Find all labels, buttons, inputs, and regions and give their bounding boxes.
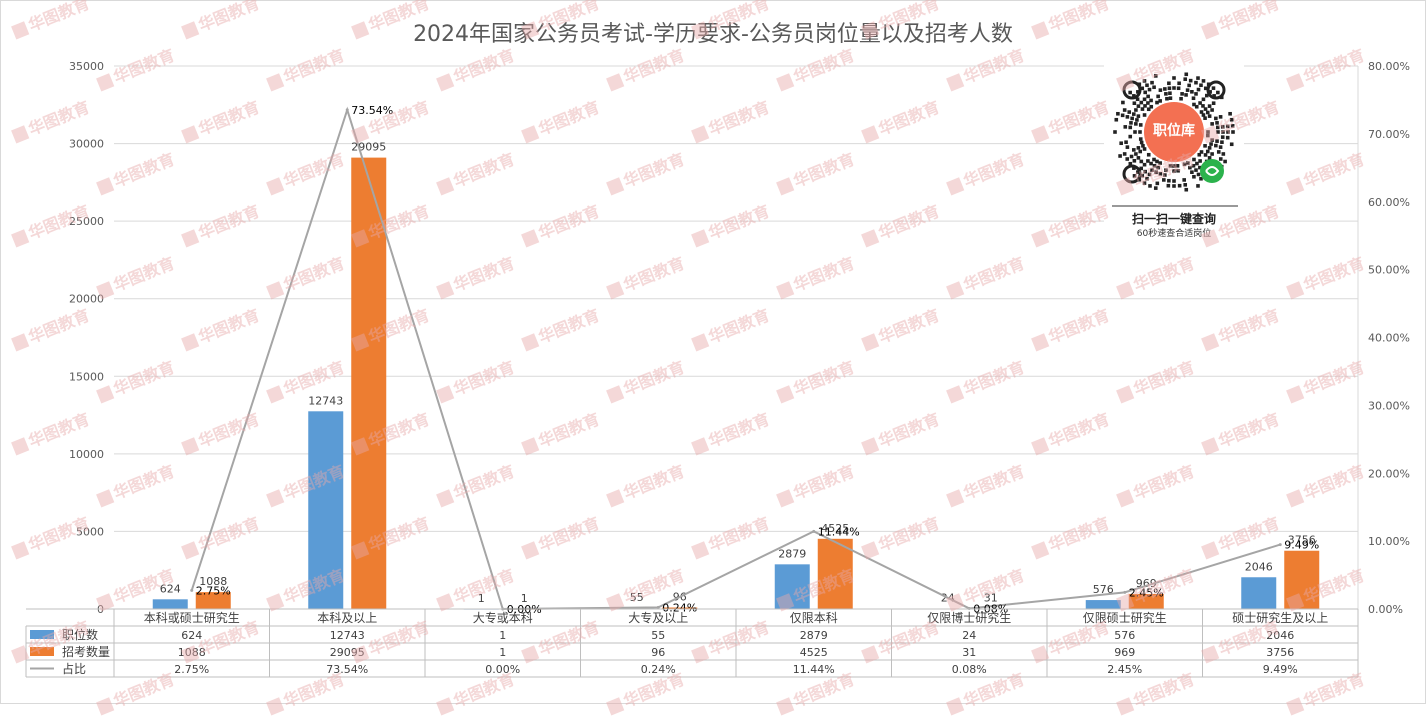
- category-tick-label: 大专或本科: [473, 610, 533, 625]
- y-right-tick-label: 20.00%: [1368, 467, 1410, 480]
- qr-badge-label: 职位库: [1153, 122, 1195, 138]
- y-left-tick-label: 5000: [76, 525, 104, 538]
- bar-positions: [1085, 600, 1121, 609]
- legend-key-swatch: [30, 647, 54, 656]
- y-right-tick-label: 50.00%: [1368, 264, 1410, 277]
- y-right-tick-label: 40.00%: [1368, 332, 1410, 345]
- y-left-tick-label: 30000: [69, 138, 104, 151]
- bar-data-label: 1: [521, 592, 528, 605]
- y-right-tick-label: 30.00%: [1368, 399, 1410, 412]
- bar-data-label: 1088: [199, 575, 227, 588]
- table-cell-value: 96: [651, 646, 665, 659]
- bar-data-label: 31: [984, 592, 998, 605]
- table-cell-value: 576: [1114, 629, 1135, 642]
- bar-data-label: 1: [478, 592, 485, 605]
- table-cell-value: 4525: [800, 646, 828, 659]
- legend-key-swatch: [30, 630, 54, 639]
- table-cell-value: 969: [1114, 646, 1135, 659]
- line-data-label: 73.54%: [351, 104, 393, 117]
- legend-series-name: 占比: [62, 661, 86, 676]
- legend-series-name: 职位数: [62, 627, 98, 642]
- series-line-ratio: [190, 106, 1281, 611]
- bar-data-label: 12743: [308, 394, 343, 407]
- line-point: [812, 529, 816, 533]
- category-tick-label: 仅限本科: [790, 611, 838, 625]
- category-tick-label: 仅限硕士研究生: [1083, 610, 1167, 625]
- bar-data-label: 55: [630, 591, 644, 604]
- line-data-label: 0.24%: [662, 601, 697, 614]
- y-right-tick-label: 70.00%: [1368, 128, 1410, 141]
- bar-applicants: [1128, 593, 1164, 609]
- line-data-label: 2.75%: [196, 584, 231, 597]
- y-left-tick-label: 15000: [69, 370, 104, 383]
- bar-data-label: 2879: [778, 547, 806, 560]
- legend-series-name: 招考数量: [62, 644, 110, 659]
- line-point: [967, 606, 971, 610]
- table-cell-value: 1: [499, 629, 506, 642]
- bar-positions: [774, 564, 810, 609]
- table-cell-value: 55: [651, 629, 665, 642]
- table-cell-value: 624: [181, 629, 202, 642]
- y-right-tick-label: 60.00%: [1368, 196, 1410, 209]
- bar-positions: [152, 599, 188, 609]
- qr-code-icon: [1112, 70, 1238, 207]
- y-left-tick-label: 10000: [69, 448, 104, 461]
- bar-applicants: [817, 538, 853, 609]
- bar-data-label: 624: [160, 582, 181, 595]
- y-right-tick-label: 10.00%: [1368, 535, 1410, 548]
- bar-applicants: [351, 157, 387, 609]
- table-cell-value: 1088: [178, 646, 206, 659]
- category-tick-label: 仅限博士研究生: [927, 610, 1011, 625]
- table-cell-value: 29095: [330, 646, 365, 659]
- bar-data-label: 4525: [821, 522, 849, 535]
- table-cell-value: 73.54%: [326, 663, 368, 676]
- qr-sub-text: 60秒速查合适岗位: [1136, 229, 1212, 239]
- bar-applicants: [1284, 550, 1320, 609]
- line-point: [190, 588, 194, 592]
- bar-applicants: [195, 592, 231, 609]
- bar-data-label: 3756: [1288, 534, 1316, 547]
- line-point: [345, 108, 349, 112]
- table-cell-value: 3756: [1266, 646, 1294, 659]
- line-point: [656, 605, 660, 609]
- table-cell-value: 2046: [1266, 629, 1294, 642]
- table-cell-value: 12743: [330, 629, 365, 642]
- table-cell-value: 11.44%: [793, 663, 835, 676]
- line-point: [1278, 543, 1282, 547]
- y-left-tick-label: 25000: [69, 215, 104, 228]
- table-cell-value: 0.00%: [485, 663, 520, 676]
- table-cell-value: 0.24%: [641, 663, 676, 676]
- category-tick-label: 硕士研究生及以上: [1232, 610, 1328, 625]
- line-point: [1123, 590, 1127, 594]
- table-cell-value: 31: [962, 646, 976, 659]
- y-left-tick-label: 20000: [69, 293, 104, 306]
- bar-applicants: [662, 607, 698, 609]
- qr-card[interactable]: 职位库 扫一扫一键查询 60秒速查合适岗位: [1104, 64, 1244, 244]
- bar-positions: [308, 411, 344, 609]
- bar-data-label: 2046: [1245, 560, 1273, 573]
- y-right-tick-label: 0.00%: [1368, 603, 1403, 616]
- category-tick-label: 本科及以上: [317, 611, 377, 625]
- table-cell-value: 2879: [800, 629, 828, 642]
- table-cell-value: 2.75%: [174, 663, 209, 676]
- line-data-label: 2.45%: [1129, 586, 1164, 599]
- bar-data-label: 576: [1093, 583, 1114, 596]
- chart-title: 2024年国家公务员考试-学历要求-公务员岗位量以及招考人数: [413, 22, 1013, 47]
- table-cell-value: 24: [962, 629, 976, 642]
- line-data-label: 9.49%: [1284, 539, 1319, 552]
- table-cell-value: 1: [499, 646, 506, 659]
- table-cell-value: 0.08%: [952, 663, 987, 676]
- line-data-label: 11.44%: [818, 525, 860, 538]
- y-right-tick-label: 80.00%: [1368, 60, 1410, 73]
- qr-scan-text: 扫一扫一键查询: [1131, 212, 1216, 226]
- y-left-tick-label: 35000: [69, 60, 104, 73]
- bar-positions: [1241, 577, 1277, 609]
- category-tick-label: 大专及以上: [628, 610, 688, 625]
- category-tick-label: 本科或硕士研究生: [144, 610, 240, 625]
- table-cell-value: 2.45%: [1107, 663, 1142, 676]
- table-cell-value: 9.49%: [1263, 663, 1298, 676]
